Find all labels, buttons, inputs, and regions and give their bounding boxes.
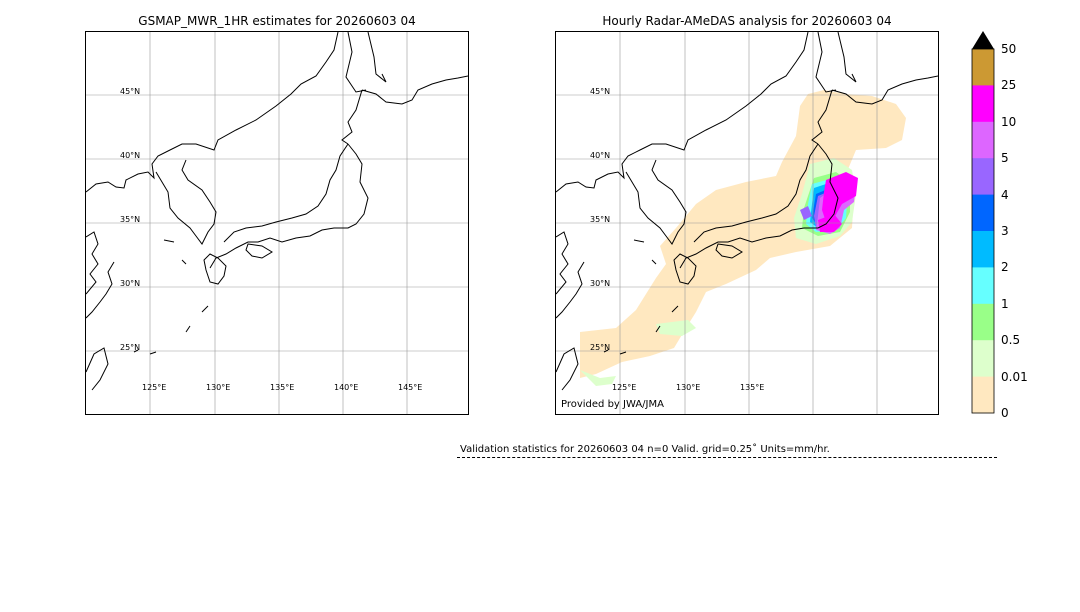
right-lat-label: 45°N (590, 87, 610, 96)
colorbar-segment (972, 303, 994, 341)
colorbar-segment (972, 158, 994, 196)
colorbar-segment (972, 121, 994, 159)
colorbar-tick-label: 0.01 (1001, 369, 1028, 384)
right-lat-label: 40°N (590, 151, 610, 160)
colorbar-segment (972, 267, 994, 305)
colorbar-tick-label: 50 (1001, 42, 1017, 56)
left-lat-labels: 45°N 40°N 35°N 30°N 25°N (120, 87, 140, 352)
colorbar-segment (972, 194, 994, 232)
colorbar-segment (972, 376, 994, 414)
validation-statistics: Validation statistics for 20260603 04 n=… (460, 444, 830, 455)
right-lat-label: 35°N (590, 215, 610, 224)
colorbar-segment (972, 340, 994, 378)
right-lon-labels: 125°E 130°E 135°E (612, 383, 764, 392)
left-map-title: GSMAP_MWR_1HR estimates for 20260603 04 (138, 14, 416, 28)
colorbar-tick-label: 0.5 (1001, 333, 1021, 348)
left-lon-label: 140°E (334, 383, 358, 392)
colorbar-segment (972, 49, 994, 86)
left-lon-labels: 125°E 130°E 135°E 140°E 145°E (142, 383, 422, 392)
colorbar-segment (972, 231, 994, 268)
colorbar-over-arrow (972, 31, 994, 49)
colorbar-tick-label: 1 (1001, 296, 1009, 311)
left-map: 45°N 40°N 35°N 30°N 25°N 125°E 130°E 135… (85, 31, 469, 415)
right-lon-label: 135°E (740, 383, 764, 392)
left-lon-label: 125°E (142, 383, 166, 392)
right-lon-label: 130°E (676, 383, 700, 392)
right-coastlines (556, 32, 938, 391)
colorbar-tick-label: 3 (1001, 224, 1009, 238)
right-lat-label: 30°N (590, 279, 610, 288)
right-lat-label: 25°N (590, 343, 610, 352)
colorbar-segments (972, 49, 994, 414)
right-lon-label: 125°E (612, 383, 636, 392)
colorbar-segment (972, 85, 994, 123)
colorbar-tick-label: 2 (1001, 260, 1009, 275)
left-lat-label: 30°N (120, 279, 140, 288)
left-gridlines (86, 32, 468, 414)
colorbar-tick-label: 4 (1001, 187, 1009, 202)
colorbar-tick-label: 0 (1001, 406, 1009, 420)
right-map: 45°N 40°N 35°N 30°N 25°N 125°E 130°E 135… (555, 31, 939, 415)
colorbar-tick-label: 25 (1001, 78, 1017, 93)
left-lon-label: 135°E (270, 383, 294, 392)
precipitation-field (580, 90, 906, 386)
colorbar-tick-label: 10 (1001, 114, 1017, 129)
colorbar (971, 30, 995, 414)
left-lat-label: 45°N (120, 87, 140, 96)
left-lat-label: 25°N (120, 343, 140, 352)
left-lat-label: 35°N (120, 215, 140, 224)
left-map-canvas: 45°N 40°N 35°N 30°N 25°N 125°E 130°E 135… (86, 32, 468, 414)
right-lat-labels: 45°N 40°N 35°N 30°N 25°N (590, 87, 610, 352)
right-map-title: Hourly Radar-AMeDAS analysis for 2026060… (602, 14, 892, 28)
right-gridlines (556, 32, 938, 414)
data-credit: Provided by JWA/JMA (561, 399, 664, 410)
left-lon-label: 130°E (206, 383, 230, 392)
left-coastlines (86, 32, 468, 391)
colorbar-svg (971, 31, 995, 414)
colorbar-outline (971, 48, 995, 414)
left-lon-label: 145°E (398, 383, 422, 392)
stats-underline (457, 457, 997, 458)
colorbar-tick-label: 5 (1001, 151, 1009, 166)
left-lat-label: 40°N (120, 151, 140, 160)
right-map-canvas: 45°N 40°N 35°N 30°N 25°N 125°E 130°E 135… (556, 32, 938, 414)
